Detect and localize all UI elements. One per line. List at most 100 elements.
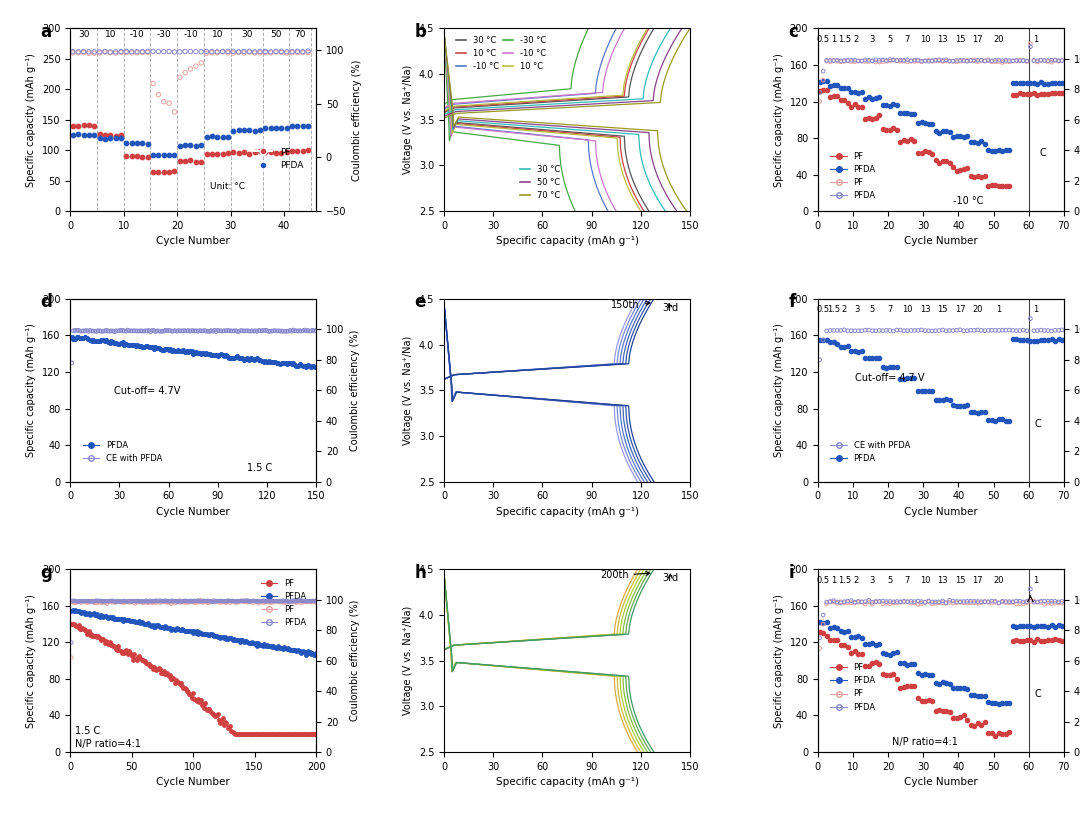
Point xyxy=(836,595,853,608)
Point xyxy=(239,596,256,609)
Point xyxy=(220,594,238,607)
Point xyxy=(203,706,220,720)
Point xyxy=(264,641,281,654)
Point xyxy=(92,609,109,622)
Point xyxy=(832,93,849,107)
Point xyxy=(825,594,842,607)
Point xyxy=(825,634,842,647)
Point xyxy=(937,324,955,337)
Point xyxy=(212,596,229,609)
Point xyxy=(274,596,292,609)
Point xyxy=(125,594,143,607)
Point xyxy=(966,405,983,418)
Point xyxy=(125,647,143,660)
Point xyxy=(150,620,167,633)
Point xyxy=(240,594,257,607)
Point xyxy=(192,593,210,606)
Point xyxy=(211,349,228,362)
Point xyxy=(68,596,85,609)
Point xyxy=(927,324,944,337)
Point xyxy=(955,130,972,143)
Point xyxy=(259,594,276,607)
Point xyxy=(937,54,955,67)
Point xyxy=(283,594,300,607)
Point xyxy=(836,54,853,67)
Point xyxy=(188,625,205,638)
Point xyxy=(65,596,82,609)
Point xyxy=(248,639,266,652)
Point xyxy=(185,626,202,639)
Point xyxy=(177,625,194,638)
Point xyxy=(124,596,141,609)
Point xyxy=(105,594,122,607)
Point xyxy=(994,595,1011,608)
Point xyxy=(839,594,856,607)
Point xyxy=(289,728,307,741)
Point xyxy=(178,324,195,337)
Point xyxy=(238,635,255,648)
Point xyxy=(219,633,237,646)
Point xyxy=(80,118,97,131)
Point xyxy=(955,709,972,722)
Point xyxy=(161,668,178,681)
Point xyxy=(82,608,99,621)
Point xyxy=(913,324,930,337)
Point xyxy=(245,354,262,367)
Point xyxy=(233,351,251,364)
Point xyxy=(836,324,853,337)
Point xyxy=(302,648,320,661)
Text: 15: 15 xyxy=(955,576,966,585)
Point xyxy=(976,689,994,702)
Text: d: d xyxy=(41,293,53,311)
Point xyxy=(1022,40,1039,53)
Point xyxy=(152,667,170,680)
Point xyxy=(165,343,183,356)
Point xyxy=(969,137,986,150)
Point xyxy=(107,595,124,608)
Point xyxy=(103,334,120,347)
Point xyxy=(278,146,295,159)
Point xyxy=(1050,595,1067,608)
Point xyxy=(246,728,264,741)
Point xyxy=(927,124,944,137)
Point xyxy=(82,628,99,641)
Point xyxy=(118,150,135,163)
Point xyxy=(172,596,189,609)
Point xyxy=(150,595,167,608)
Point xyxy=(853,344,870,357)
Point xyxy=(867,324,885,337)
Point xyxy=(180,624,198,637)
Point xyxy=(1018,55,1036,68)
Point xyxy=(941,677,958,690)
Point xyxy=(168,676,186,689)
Point xyxy=(245,636,262,649)
Point xyxy=(107,642,124,655)
Point xyxy=(909,54,927,67)
Point xyxy=(990,180,1008,193)
Point xyxy=(181,63,199,76)
Point xyxy=(172,623,189,636)
Point xyxy=(123,150,140,163)
Point xyxy=(103,324,120,337)
Point xyxy=(222,351,240,364)
Point xyxy=(194,324,212,337)
Point xyxy=(842,596,860,609)
Point xyxy=(160,324,177,337)
Point xyxy=(941,54,958,67)
Point xyxy=(116,647,133,660)
Text: 13: 13 xyxy=(937,576,948,585)
Point xyxy=(116,596,133,609)
Legend: PF, PFDA: PF, PFDA xyxy=(251,144,307,174)
Point xyxy=(906,597,923,610)
Point xyxy=(268,45,285,58)
Point xyxy=(1011,54,1028,67)
Point xyxy=(300,646,318,659)
Point xyxy=(864,54,881,67)
Point xyxy=(267,324,284,337)
Point xyxy=(959,597,976,610)
Point xyxy=(188,694,205,707)
Point xyxy=(269,728,286,741)
Point xyxy=(254,324,271,337)
Point xyxy=(251,595,268,608)
Point xyxy=(980,324,997,337)
